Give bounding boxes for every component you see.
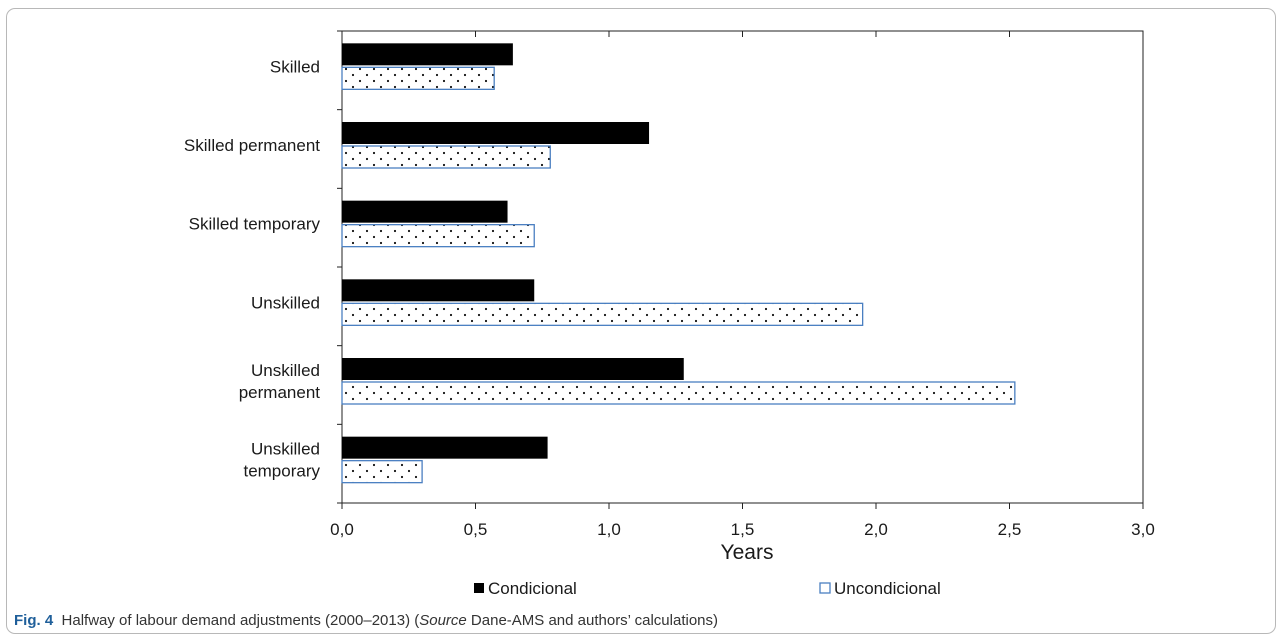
caption-source-label: Source [419,612,467,629]
bar-uncondicional [341,381,1016,405]
legend-label-condicional: Condicional [488,579,577,598]
y-category-label-line: Unskilled [251,361,320,380]
y-category-label-line: temporary [243,462,320,481]
caption-text: Halfway of labour demand adjustments (20… [61,612,420,629]
y-category-label-line: Unskilled [251,440,320,459]
bar-uncondicional [341,224,535,248]
bar-condicional [342,358,684,380]
bar-condicional [342,279,535,302]
x-tick-label: 1,5 [731,520,755,539]
y-category-label: Unskilled [251,293,320,312]
y-category-label-line: Skilled temporary [189,215,321,234]
caption-text-end: Dane-AMS and authors’ calculations) [466,612,719,629]
y-category-label: Unskilled permanent [239,361,321,402]
bar-uncondicional [341,145,551,169]
y-category-label-line: Unskilled [251,293,320,312]
x-tick-label: 3,0 [1131,520,1155,539]
legend: Condicional Uncondicional [474,579,941,598]
y-category-label-line: Skilled permanent [184,136,320,155]
legend-swatch-uncondicional [819,582,831,594]
y-category-label: Skilled [270,57,320,76]
x-tick-label: 2,0 [864,520,888,539]
legend-swatch-condicional [474,583,484,593]
figure-caption: Fig. 4 Halfway of labour demand adjustme… [14,612,718,629]
y-category-label-line: Skilled [270,57,320,76]
bar-uncondicional [341,460,423,484]
legend-label-uncondicional: Uncondicional [834,579,941,598]
figure-frame [6,8,1276,634]
x-tick-label: 1,0 [597,520,621,539]
x-tick-label: 0,5 [464,520,488,539]
bar-uncondicional [341,302,864,326]
y-category-label: Skilled permanent [184,136,320,155]
x-axis-label: Years [721,541,774,564]
y-category-label-line: permanent [239,383,321,402]
bar-condicional [342,200,508,223]
bar-condicional [342,436,548,459]
bar-condicional [342,43,513,66]
caption-fig-number: Fig. 4 [14,612,54,629]
y-category-label: Unskilled temporary [243,440,320,481]
x-tick-label: 2,5 [998,520,1022,539]
y-category-label: Skilled temporary [189,215,321,234]
bar-condicional [342,122,650,144]
bar-uncondicional [341,66,495,90]
x-tick-label: 0,0 [330,520,354,539]
plot-area [341,30,1144,504]
